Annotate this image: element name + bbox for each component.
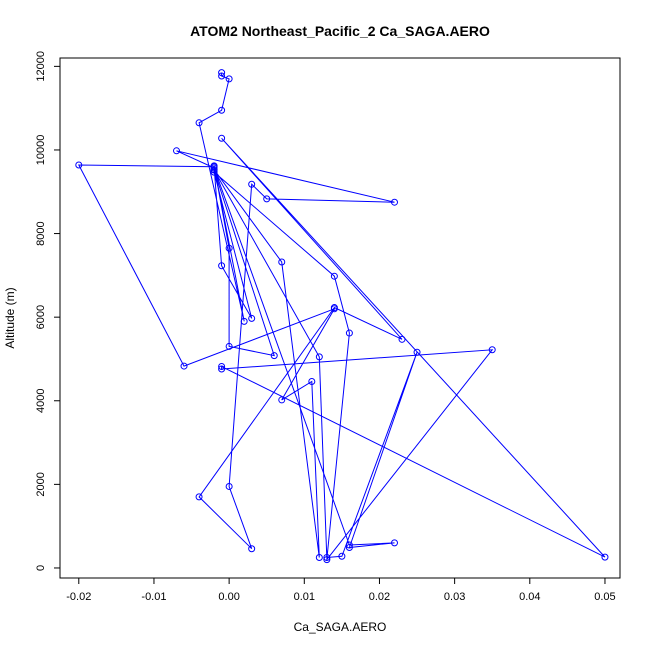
data-point xyxy=(75,161,83,169)
data-point xyxy=(210,168,218,176)
y-tick-label: 10000 xyxy=(35,135,47,166)
data-point xyxy=(248,545,256,553)
data-point xyxy=(248,314,256,322)
data-point xyxy=(218,72,226,80)
data-point xyxy=(345,329,353,337)
data-point xyxy=(218,365,226,373)
x-tick-label: 0.02 xyxy=(369,591,390,603)
y-tick-label: 6000 xyxy=(35,305,47,329)
plot-area xyxy=(59,57,621,579)
x-tick-label: -0.02 xyxy=(66,591,91,603)
data-point xyxy=(180,362,188,370)
series-layer xyxy=(75,69,609,564)
data-point xyxy=(270,352,278,360)
data-point xyxy=(225,482,233,490)
data-point xyxy=(398,335,406,343)
y-tick-label: 4000 xyxy=(35,389,47,413)
data-point xyxy=(323,554,331,562)
data-point xyxy=(210,166,218,174)
x-tick-label: 0.05 xyxy=(594,591,615,603)
y-axis-label: Altitude (m) xyxy=(3,287,17,348)
data-point xyxy=(263,195,271,203)
data-point xyxy=(248,180,256,188)
data-point xyxy=(601,553,609,561)
data-point xyxy=(323,556,331,564)
data-point xyxy=(218,134,226,142)
data-point xyxy=(195,119,203,127)
x-axis: -0.02 -0.01 0.00 0.01 0.02 0.03 0.04 0.05 xyxy=(66,578,616,603)
data-point xyxy=(278,396,286,404)
data-point xyxy=(218,262,226,270)
data-point xyxy=(278,258,286,266)
data-point xyxy=(225,244,233,252)
x-axis-label: Ca_SAGA.AERO xyxy=(294,620,387,634)
data-point xyxy=(195,493,203,501)
x-tick-label: 0.00 xyxy=(218,591,239,603)
data-point xyxy=(315,554,323,562)
data-point xyxy=(210,163,218,171)
x-tick-label: -0.01 xyxy=(141,591,166,603)
data-point xyxy=(218,106,226,114)
data-point xyxy=(413,348,421,356)
chart-title: ATOM2 Northeast_Pacific_2 Ca_SAGA.AERO xyxy=(190,23,490,39)
data-point xyxy=(218,362,226,370)
data-point xyxy=(240,317,248,325)
data-point xyxy=(345,543,353,551)
x-tick-label: 0.01 xyxy=(294,591,315,603)
x-tick-label: 0.03 xyxy=(444,591,465,603)
data-point xyxy=(338,552,346,560)
y-axis: 0 2000 4000 6000 8000 10000 12000 xyxy=(35,51,60,571)
data-point xyxy=(330,305,338,313)
data-point xyxy=(330,272,338,280)
plot-frame xyxy=(59,57,621,579)
data-point xyxy=(390,539,398,547)
data-point xyxy=(315,353,323,361)
data-point xyxy=(218,69,226,77)
data-point xyxy=(225,342,233,350)
y-tick-label: 2000 xyxy=(35,472,47,496)
data-point xyxy=(488,346,496,354)
data-point xyxy=(225,75,233,83)
data-point xyxy=(173,147,181,155)
y-tick-label: 12000 xyxy=(35,51,47,82)
data-point xyxy=(390,198,398,206)
series-line xyxy=(77,72,606,562)
y-tick-label: 8000 xyxy=(35,221,47,245)
data-point xyxy=(345,541,353,549)
x-tick-label: 0.04 xyxy=(519,591,540,603)
data-point xyxy=(308,378,316,386)
y-tick-label: 0 xyxy=(35,565,47,571)
